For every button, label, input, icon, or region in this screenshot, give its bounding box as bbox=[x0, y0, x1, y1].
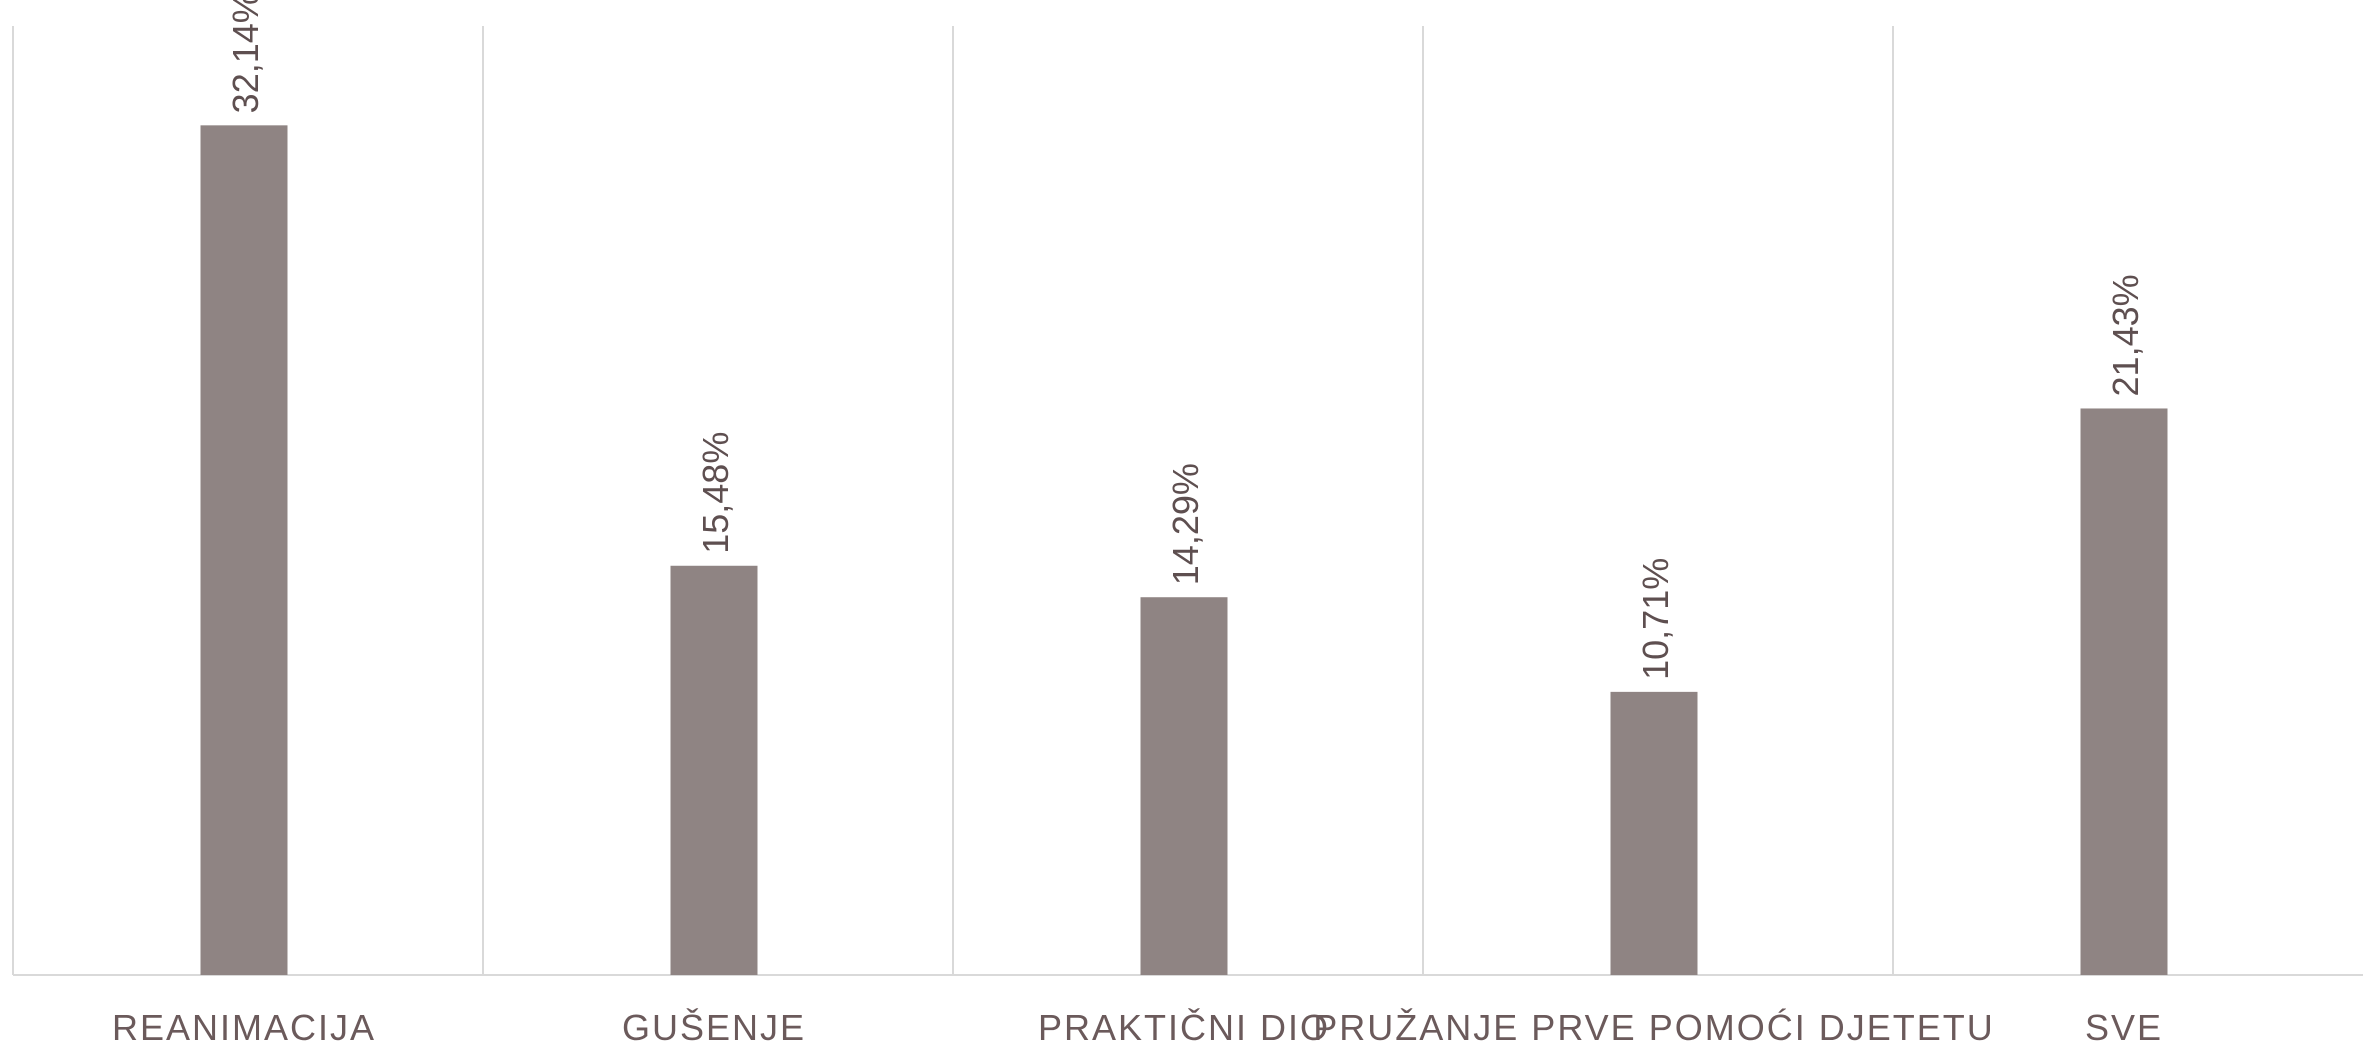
category-labels: REANIMACIJA GUŠENJE PRAKTIČNI DIOPRUŽANJE … bbox=[112, 1007, 2163, 1048]
category-label-2: PRAKTIČNI DIO bbox=[1038, 1007, 1330, 1048]
value-label-1: 15,48% bbox=[695, 432, 736, 554]
bar-1 bbox=[670, 565, 758, 975]
value-labels: 32,14% 15,48% 14,29% 10,71% 21,43% bbox=[225, 0, 2146, 680]
category-label-1: GUŠENJE bbox=[622, 1007, 806, 1048]
value-label-2: 14,29% bbox=[1165, 463, 1206, 585]
category-label-3: PRUŽANJE PRVE POMOĆI DJETETU bbox=[1313, 1007, 1994, 1048]
category-label-4: SVE bbox=[2085, 1007, 2163, 1048]
category-label-0: REANIMACIJA bbox=[112, 1007, 376, 1048]
bar-4 bbox=[2080, 408, 2168, 975]
value-label-4: 21,43% bbox=[2105, 274, 2146, 396]
bar-0 bbox=[200, 125, 288, 975]
bars bbox=[200, 125, 2168, 975]
bar-3 bbox=[1610, 691, 1698, 975]
value-label-3: 10,71% bbox=[1635, 558, 1676, 680]
bar-2 bbox=[1140, 597, 1228, 975]
value-label-0: 32,14% bbox=[225, 0, 266, 113]
